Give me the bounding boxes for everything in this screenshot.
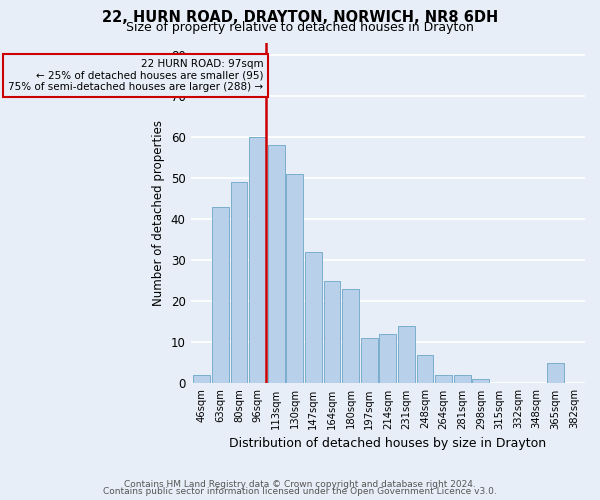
Bar [379,334,396,384]
Text: 22, HURN ROAD, DRAYTON, NORWICH, NR8 6DH: 22, HURN ROAD, DRAYTON, NORWICH, NR8 6DH [102,10,498,25]
Bar [361,338,377,384]
Bar [286,174,303,384]
Bar [212,207,229,384]
Bar [398,326,415,384]
Bar [472,380,489,384]
Bar [193,375,210,384]
Bar [547,363,563,384]
Bar [416,354,433,384]
Bar [342,289,359,384]
Text: Size of property relative to detached houses in Drayton: Size of property relative to detached ho… [126,22,474,35]
Bar [435,375,452,384]
X-axis label: Distribution of detached houses by size in Drayton: Distribution of detached houses by size … [229,437,547,450]
Bar [454,375,470,384]
Y-axis label: Number of detached properties: Number of detached properties [152,120,165,306]
Bar [249,137,266,384]
Bar [323,280,340,384]
Text: 22 HURN ROAD: 97sqm
← 25% of detached houses are smaller (95)
75% of semi-detach: 22 HURN ROAD: 97sqm ← 25% of detached ho… [8,59,263,92]
Text: Contains HM Land Registry data © Crown copyright and database right 2024.: Contains HM Land Registry data © Crown c… [124,480,476,489]
Text: Contains public sector information licensed under the Open Government Licence v3: Contains public sector information licen… [103,487,497,496]
Bar [268,145,284,384]
Bar [305,252,322,384]
Bar [230,182,247,384]
